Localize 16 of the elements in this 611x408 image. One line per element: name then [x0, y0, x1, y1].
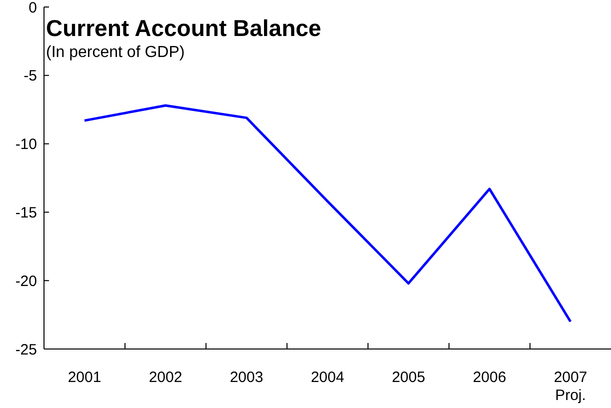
- x-tick-label: 2006: [472, 369, 506, 386]
- x-tick-label: 2002: [148, 369, 182, 386]
- x-tick-label: 2004: [310, 369, 344, 386]
- y-tick-label: -20: [15, 272, 37, 290]
- y-tick-label: -10: [15, 136, 37, 154]
- x-tick-label: 2007 Proj.: [554, 369, 588, 404]
- text: (In percent of GDP): [46, 44, 185, 61]
- x-tick-label: 2005: [392, 369, 426, 386]
- x-tick-label: 2001: [68, 369, 102, 386]
- y-tick-label: -5: [24, 68, 37, 85]
- chart-title: Current Account Balance: [46, 15, 322, 41]
- x-tick-label: 2003: [230, 369, 264, 386]
- line-series: [83, 104, 572, 323]
- y-tick-label: 0: [28, 0, 37, 16]
- y-tick-label: -25: [15, 341, 37, 358]
- y-tick-label: -15: [15, 204, 37, 222]
